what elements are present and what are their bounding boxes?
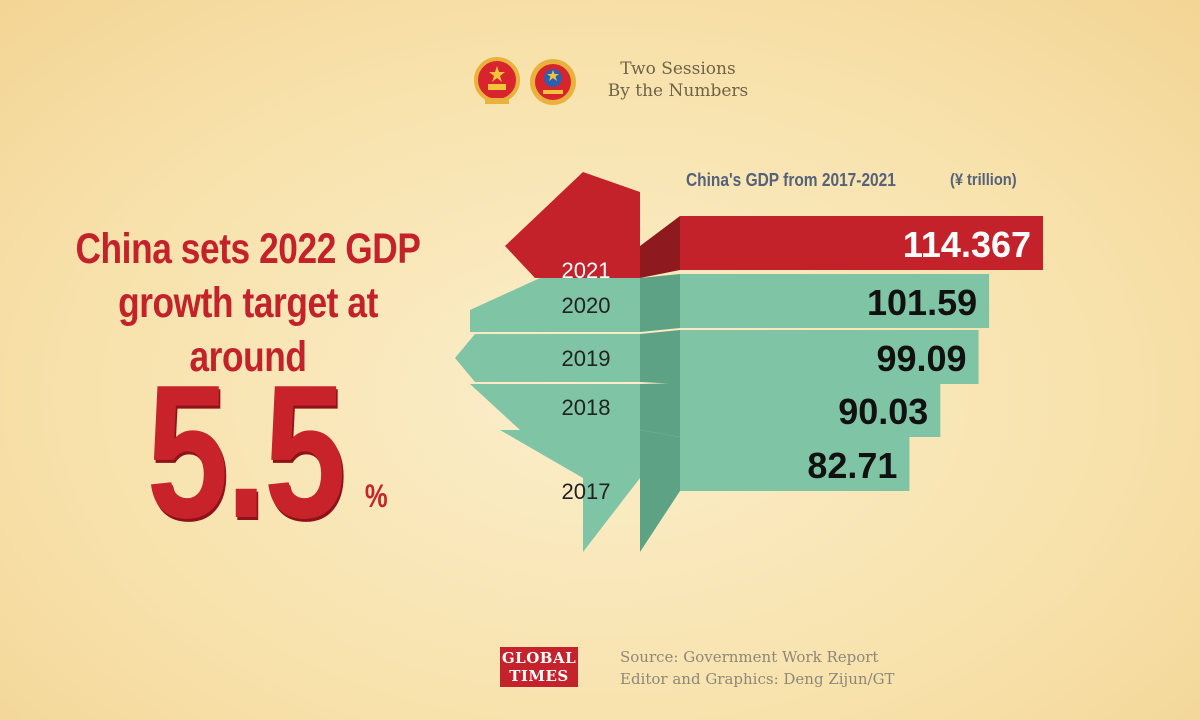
footer-editor: Editor and Graphics: Deng Zijun/GT [620, 670, 895, 688]
header-line-1: Two Sessions [620, 59, 736, 79]
header-line-2: By the Numbers [607, 81, 749, 101]
global-times-logo: GLOBAL TIMES [500, 647, 578, 687]
cppcc-emblem-icon [530, 59, 576, 105]
value-label-2020: 101.59 [867, 282, 977, 323]
bar-2021 [680, 216, 1044, 270]
year-label-2017: 2017 [562, 479, 611, 504]
bar-connector-2018 [640, 383, 680, 437]
year-band-2019 [455, 334, 640, 382]
value-label-2017: 82.71 [807, 445, 897, 486]
bar-connector-2019 [640, 330, 680, 384]
headline-line-2: growth target at around [118, 279, 378, 381]
chart-title: China's GDP from 2017-2021 [686, 170, 896, 190]
year-band-2021 [505, 216, 640, 278]
year-band-2018 [470, 384, 640, 430]
chart-unit: (¥ trillion) [950, 170, 1017, 189]
bar-2019 [680, 330, 979, 384]
headline-line-1: China sets 2022 GDP [75, 225, 421, 273]
national-emblem-icon [474, 57, 520, 104]
gdp-target-unit: % [364, 478, 388, 514]
headline: China sets 2022 GDP growth target at aro… [59, 222, 436, 384]
bar-connector-2021 [640, 216, 680, 278]
bar-connector-2020 [640, 274, 680, 332]
header-title: Two Sessions By the Numbers [598, 58, 758, 102]
bar-2020 [680, 274, 990, 328]
year-label-2019: 2019 [562, 346, 611, 371]
year-label-2020: 2020 [562, 293, 611, 318]
footer-credits: Source: Government Work Report Editor an… [620, 646, 895, 690]
bar-2017 [680, 437, 910, 491]
footer-source: Source: Government Work Report [620, 648, 879, 666]
gdp-target-value: 5.5 [146, 346, 346, 558]
year-band-2020 [470, 278, 640, 332]
value-label-2021: 114.367 [903, 224, 1031, 265]
year-label-2018: 2018 [562, 395, 611, 420]
bar-2018 [680, 383, 941, 437]
value-label-2018: 90.03 [838, 391, 928, 432]
year-band-2017 [500, 430, 640, 552]
bar-connector-2017 [640, 430, 680, 552]
value-label-2019: 99.09 [876, 338, 966, 379]
